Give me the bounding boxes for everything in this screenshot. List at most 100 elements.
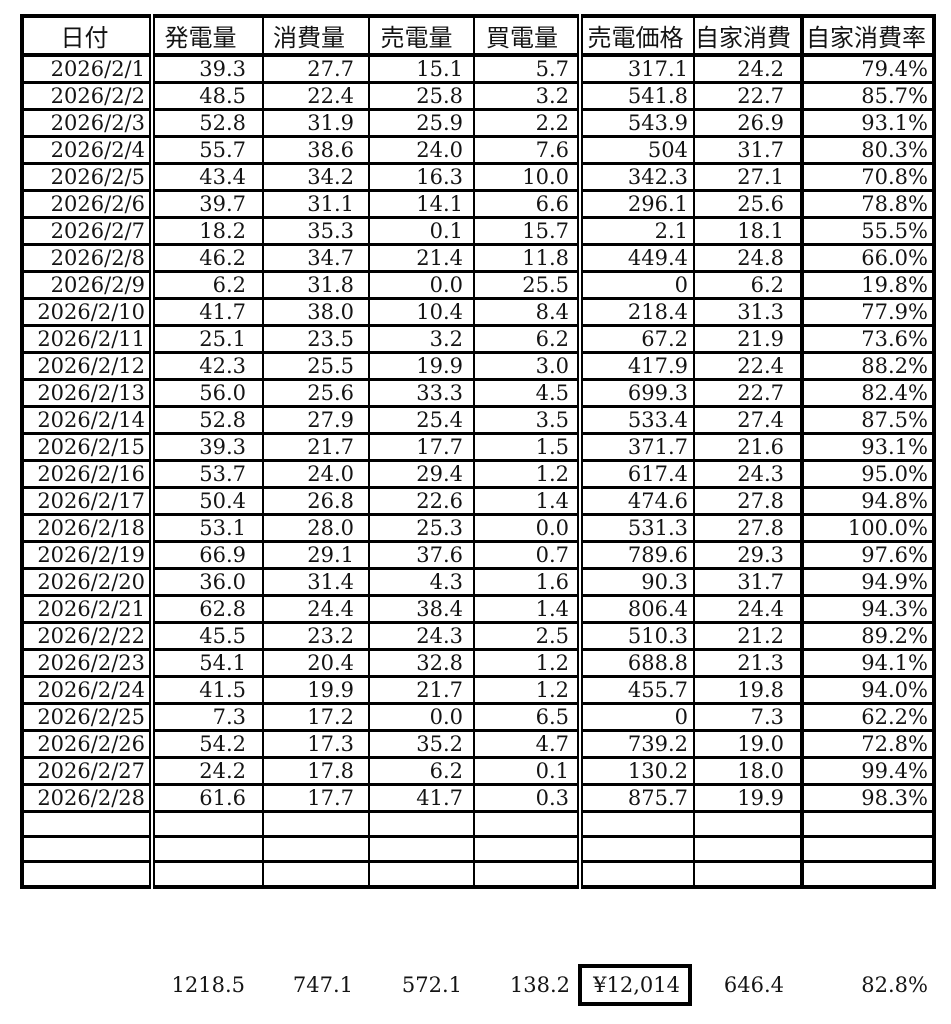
cell-date: 2026/2/4 [22,135,153,165]
cell-generation: 39.3 [149,432,264,462]
cell-self-consumption-rate: 89.2% [800,621,935,651]
cell-bought: 8.4 [473,297,581,327]
cell-sale-price: 67.2 [577,324,695,354]
cell-generation: 54.1 [149,648,264,678]
cell-date: 2026/2/13 [22,378,153,408]
empty-cell [693,835,803,863]
cell-self-consumption-rate: 88.2% [800,351,935,381]
cell-self-consumption-rate: 94.3% [800,594,935,624]
cell-sale-price: 699.3 [577,378,695,408]
cell-sale-price: 531.3 [577,513,695,543]
cell-consumption: 20.4 [262,648,370,678]
cell-generation: 24.2 [149,756,264,786]
cell-consumption: 27.9 [262,405,370,435]
cell-generation: 52.8 [149,108,264,138]
cell-date: 2026/2/7 [22,216,153,246]
column-header-generation: 発電量 [149,16,263,57]
cell-bought: 3.2 [473,81,581,111]
cell-self-consumption-rate: 95.0% [800,459,935,489]
table-row: 2026/2/20 36.0 31.4 4.3 1.6 90.3 31.7 94.9% [22,567,935,597]
cell-sale-price: 449.4 [577,243,695,273]
empty-cell [577,835,695,863]
table-row: 2026/2/23 54.1 20.4 32.8 1.2 688.8 21.3 94.1% [22,648,935,678]
cell-sold: 16.3 [368,162,475,192]
cell-sale-price: 875.7 [577,783,695,813]
cell-bought: 0.3 [473,783,581,813]
cell-date: 2026/2/6 [22,189,153,219]
cell-consumption: 24.0 [262,459,370,489]
cell-sold: 25.4 [368,405,475,435]
cell-self-consumption-rate: 82.4% [800,378,935,408]
cell-consumption: 28.0 [262,513,370,543]
cell-consumption: 35.3 [262,216,370,246]
cell-sold: 3.2 [368,324,475,354]
total-empty [20,962,150,1008]
empty-cell [368,810,475,838]
cell-bought: 3.5 [473,405,581,435]
cell-bought: 6.6 [473,189,581,219]
cell-self-consumption: 24.2 [693,53,803,84]
cell-sold: 35.2 [368,729,475,759]
cell-generation: 53.7 [149,459,264,489]
cell-bought: 1.4 [473,486,581,516]
cell-sale-price: 533.4 [577,405,695,435]
cell-sale-price: 455.7 [577,675,695,705]
cell-bought: 11.8 [473,243,581,273]
cell-sold: 25.9 [368,108,475,138]
cell-date: 2026/2/26 [22,729,153,759]
table-row: 2026/2/18 53.1 28.0 25.3 0.0 531.3 27.8 100.0% [22,513,935,543]
cell-self-consumption-rate: 55.5% [800,216,935,246]
cell-self-consumption-rate: 78.8% [800,189,935,219]
empty-cell [262,860,370,888]
cell-sold: 0.0 [368,270,475,300]
cell-generation: 50.4 [149,486,264,516]
cell-generation: 48.5 [149,81,264,111]
cell-sale-price: 806.4 [577,594,695,624]
cell-sale-price: 789.6 [577,540,695,570]
totals-row-cells: 1218.5 747.1 572.1 138.2 ¥12,014 646.4 8… [20,962,932,1008]
cell-sale-price: 617.4 [577,459,695,489]
cell-date: 2026/2/3 [22,108,153,138]
totals-row: 1218.5 747.1 572.1 138.2 ¥12,014 646.4 8… [20,962,932,1008]
cell-self-consumption: 29.3 [693,540,803,570]
empty-cell [473,835,581,863]
cell-self-consumption: 21.9 [693,324,803,354]
cell-sale-price: 739.2 [577,729,695,759]
cell-bought: 25.5 [473,270,581,300]
cell-date: 2026/2/18 [22,513,153,543]
total-sale-price: ¥12,014 [593,973,680,997]
table-row: 2026/2/26 54.2 17.3 35.2 4.7 739.2 19.0 72.8% [22,729,935,759]
cell-consumption: 24.4 [262,594,370,624]
total-bought: 138.2 [509,973,570,997]
header-row: 日付 発電量 消費量 売電量 買電量 売電価格 自家消費 自家消費率 [22,16,934,57]
cell-bought: 6.2 [473,324,581,354]
cell-self-consumption: 26.9 [693,108,803,138]
empty-cell [800,835,935,863]
table-row: 2026/2/15 39.3 21.7 17.7 1.5 371.7 21.6 93.1% [22,432,935,462]
cell-date: 2026/2/2 [22,81,153,111]
cell-self-consumption: 19.8 [693,675,803,705]
cell-self-consumption: 21.6 [693,432,803,462]
column-header-date: 日付 [22,16,152,57]
total-consumption: 747.1 [292,973,353,997]
cell-sold: 0.0 [368,702,475,732]
cell-date: 2026/2/15 [22,432,153,462]
cell-self-consumption: 21.2 [693,621,803,651]
cell-date: 2026/2/20 [22,567,153,597]
cell-date: 2026/2/16 [22,459,153,489]
cell-self-consumption: 24.3 [693,459,803,489]
empty-cell [473,860,581,888]
cell-generation: 54.2 [149,729,264,759]
cell-date: 2026/2/19 [22,540,153,570]
cell-sold: 29.4 [368,459,475,489]
cell-self-consumption: 21.3 [693,648,803,678]
cell-self-consumption-rate: 80.3% [800,135,935,165]
table-row: 2026/2/5 43.4 34.2 16.3 10.0 342.3 27.1 70.8% [22,162,935,192]
cell-consumption: 34.7 [262,243,370,273]
cell-sale-price: 296.1 [577,189,695,219]
cell-date: 2026/2/28 [22,783,153,813]
cell-sold: 25.8 [368,81,475,111]
empty-cell [693,860,803,888]
cell-self-consumption: 22.7 [693,378,803,408]
total-self-consumption: 646.4 [723,973,784,997]
